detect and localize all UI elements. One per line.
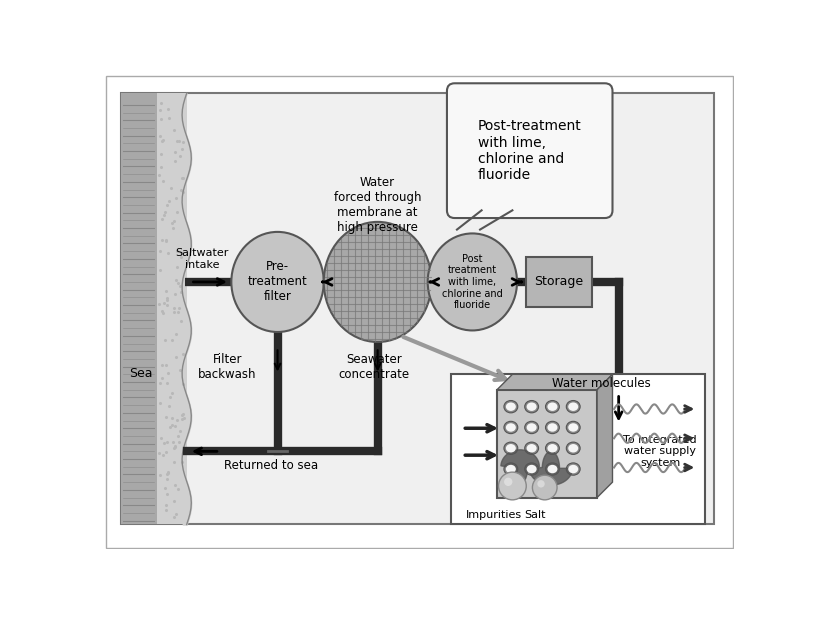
Text: Sea: Sea xyxy=(128,367,152,380)
Text: Salt: Salt xyxy=(524,510,546,520)
Ellipse shape xyxy=(504,463,518,475)
Ellipse shape xyxy=(527,402,537,411)
Text: Water molecules: Water molecules xyxy=(551,377,650,390)
Circle shape xyxy=(533,475,557,500)
Ellipse shape xyxy=(231,232,324,332)
Ellipse shape xyxy=(524,421,538,434)
Polygon shape xyxy=(497,375,613,390)
Circle shape xyxy=(504,478,512,486)
Text: To integrated
water supply
system: To integrated water supply system xyxy=(623,435,697,468)
FancyBboxPatch shape xyxy=(451,375,705,524)
Text: Storage: Storage xyxy=(534,275,583,288)
Text: Returned to sea: Returned to sea xyxy=(224,458,318,472)
Polygon shape xyxy=(501,450,539,484)
Ellipse shape xyxy=(569,423,578,432)
FancyBboxPatch shape xyxy=(447,83,613,218)
Ellipse shape xyxy=(547,423,557,432)
FancyBboxPatch shape xyxy=(157,93,187,524)
Ellipse shape xyxy=(504,400,518,413)
Polygon shape xyxy=(529,452,573,485)
Ellipse shape xyxy=(506,465,516,473)
Text: Filter
backwash: Filter backwash xyxy=(198,353,257,381)
Ellipse shape xyxy=(524,400,538,413)
Polygon shape xyxy=(597,375,613,497)
Ellipse shape xyxy=(506,423,516,432)
Text: Pre-
treatment
filter: Pre- treatment filter xyxy=(248,260,308,304)
Ellipse shape xyxy=(547,444,557,452)
Ellipse shape xyxy=(524,463,538,475)
Text: Post
treatment
with lime,
chlorine and
fluoride: Post treatment with lime, chlorine and f… xyxy=(442,254,503,310)
Text: Impurities: Impurities xyxy=(466,510,523,520)
Ellipse shape xyxy=(546,442,560,454)
Ellipse shape xyxy=(569,465,578,473)
Text: Saltwater
intake: Saltwater intake xyxy=(175,248,229,270)
Circle shape xyxy=(537,480,545,487)
Ellipse shape xyxy=(569,402,578,411)
Ellipse shape xyxy=(566,400,580,413)
Ellipse shape xyxy=(547,402,557,411)
Ellipse shape xyxy=(546,421,560,434)
Ellipse shape xyxy=(546,400,560,413)
Circle shape xyxy=(498,472,526,500)
Text: Post-treatment
with lime,
chlorine and
fluoride: Post-treatment with lime, chlorine and f… xyxy=(478,119,582,182)
Ellipse shape xyxy=(566,442,580,454)
FancyBboxPatch shape xyxy=(121,93,157,524)
Ellipse shape xyxy=(506,444,516,452)
FancyBboxPatch shape xyxy=(526,257,591,307)
Ellipse shape xyxy=(566,421,580,434)
Ellipse shape xyxy=(569,444,578,452)
Text: Seawater
concentrate: Seawater concentrate xyxy=(338,353,409,381)
FancyBboxPatch shape xyxy=(106,75,733,548)
Ellipse shape xyxy=(504,421,518,434)
FancyBboxPatch shape xyxy=(497,390,597,497)
Text: Water
forced through
membrane at
high pressure: Water forced through membrane at high pr… xyxy=(334,176,421,234)
Ellipse shape xyxy=(506,402,516,411)
FancyBboxPatch shape xyxy=(121,93,714,524)
Ellipse shape xyxy=(428,233,517,331)
Ellipse shape xyxy=(527,423,537,432)
Ellipse shape xyxy=(546,463,560,475)
Ellipse shape xyxy=(504,442,518,454)
Ellipse shape xyxy=(527,465,537,473)
Ellipse shape xyxy=(527,444,537,452)
Ellipse shape xyxy=(324,222,432,342)
Ellipse shape xyxy=(524,442,538,454)
Ellipse shape xyxy=(566,463,580,475)
Ellipse shape xyxy=(547,465,557,473)
